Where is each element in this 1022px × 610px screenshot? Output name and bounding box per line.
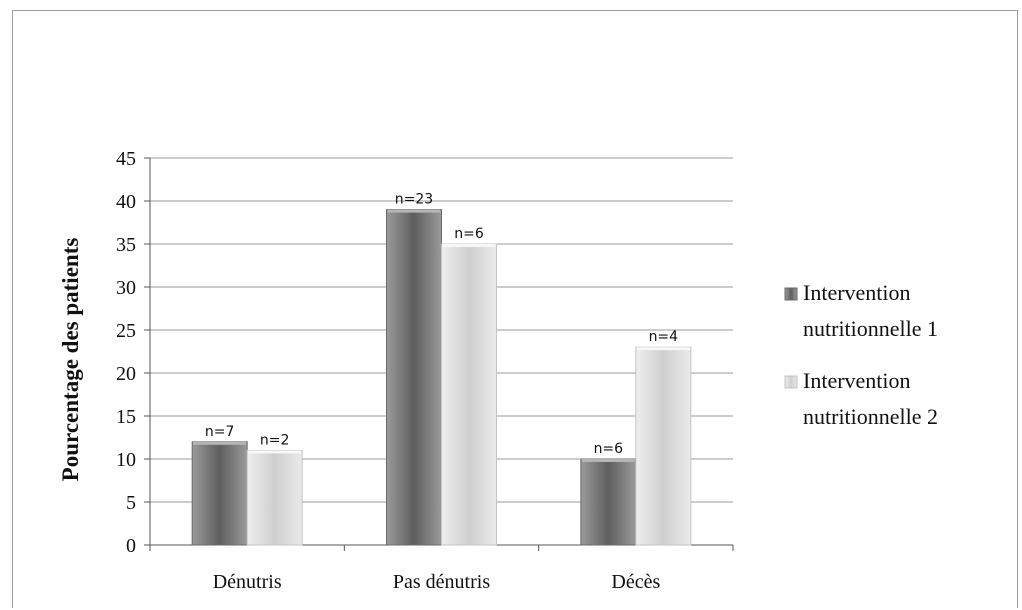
legend-label: Intervention nutritionnelle 2 xyxy=(803,368,938,429)
data-label: n=6 xyxy=(594,441,624,457)
data-label: n=4 xyxy=(649,329,679,345)
y-tick-label: 10 xyxy=(116,449,136,471)
bar-bevel xyxy=(636,347,690,351)
bar xyxy=(441,243,497,546)
bar xyxy=(246,449,303,546)
data-label: n=2 xyxy=(260,432,290,448)
bar xyxy=(635,346,692,546)
chart-frame xyxy=(12,10,1018,608)
legend-label: Intervention nutritionnelle 1 xyxy=(803,280,938,341)
x-tick-label: Décès xyxy=(611,571,660,593)
legend: Intervention nutritionnelle 1 Intervention… xyxy=(784,280,938,429)
y-axis-label: Pourcentage des patients xyxy=(58,238,83,482)
data-labels: n=7 n=2 n=23 n=6 n=6 n=4 xyxy=(205,192,678,457)
legend-swatch xyxy=(784,287,798,301)
y-tick-label: 20 xyxy=(116,363,136,385)
y-tick-label: 0 xyxy=(126,535,136,557)
bar xyxy=(386,209,442,546)
y-tick-label: 45 xyxy=(116,148,136,170)
y-tick-label: 15 xyxy=(116,406,136,428)
bars xyxy=(191,209,692,546)
bar-bevel xyxy=(387,209,441,213)
bar-bevel xyxy=(442,244,496,247)
bar xyxy=(580,458,637,546)
data-label: n=7 xyxy=(205,424,235,440)
bar xyxy=(191,441,248,546)
legend-swatch xyxy=(784,375,798,389)
y-tick-label: 30 xyxy=(116,277,136,299)
y-tick-label: 40 xyxy=(116,191,136,213)
y-tick-label: 25 xyxy=(116,320,136,342)
y-tick-label: 35 xyxy=(116,234,136,256)
data-label: n=23 xyxy=(395,192,433,208)
y-tick-label: 5 xyxy=(126,492,136,514)
x-tick-label: Dénutris xyxy=(213,571,282,593)
x-tick-label: Pas dénutris xyxy=(393,571,490,593)
bar-bevel xyxy=(193,441,247,445)
data-label: n=6 xyxy=(454,226,484,242)
bar-bevel xyxy=(248,450,302,454)
bar-bevel xyxy=(581,459,635,462)
